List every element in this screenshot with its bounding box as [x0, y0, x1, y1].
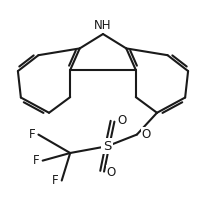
Text: O: O	[142, 128, 151, 141]
Text: F: F	[29, 128, 35, 141]
Text: NH: NH	[94, 19, 112, 32]
Text: O: O	[107, 166, 116, 179]
Text: F: F	[33, 154, 40, 167]
Text: F: F	[52, 174, 59, 187]
Text: S: S	[103, 140, 111, 153]
Text: O: O	[117, 114, 126, 127]
